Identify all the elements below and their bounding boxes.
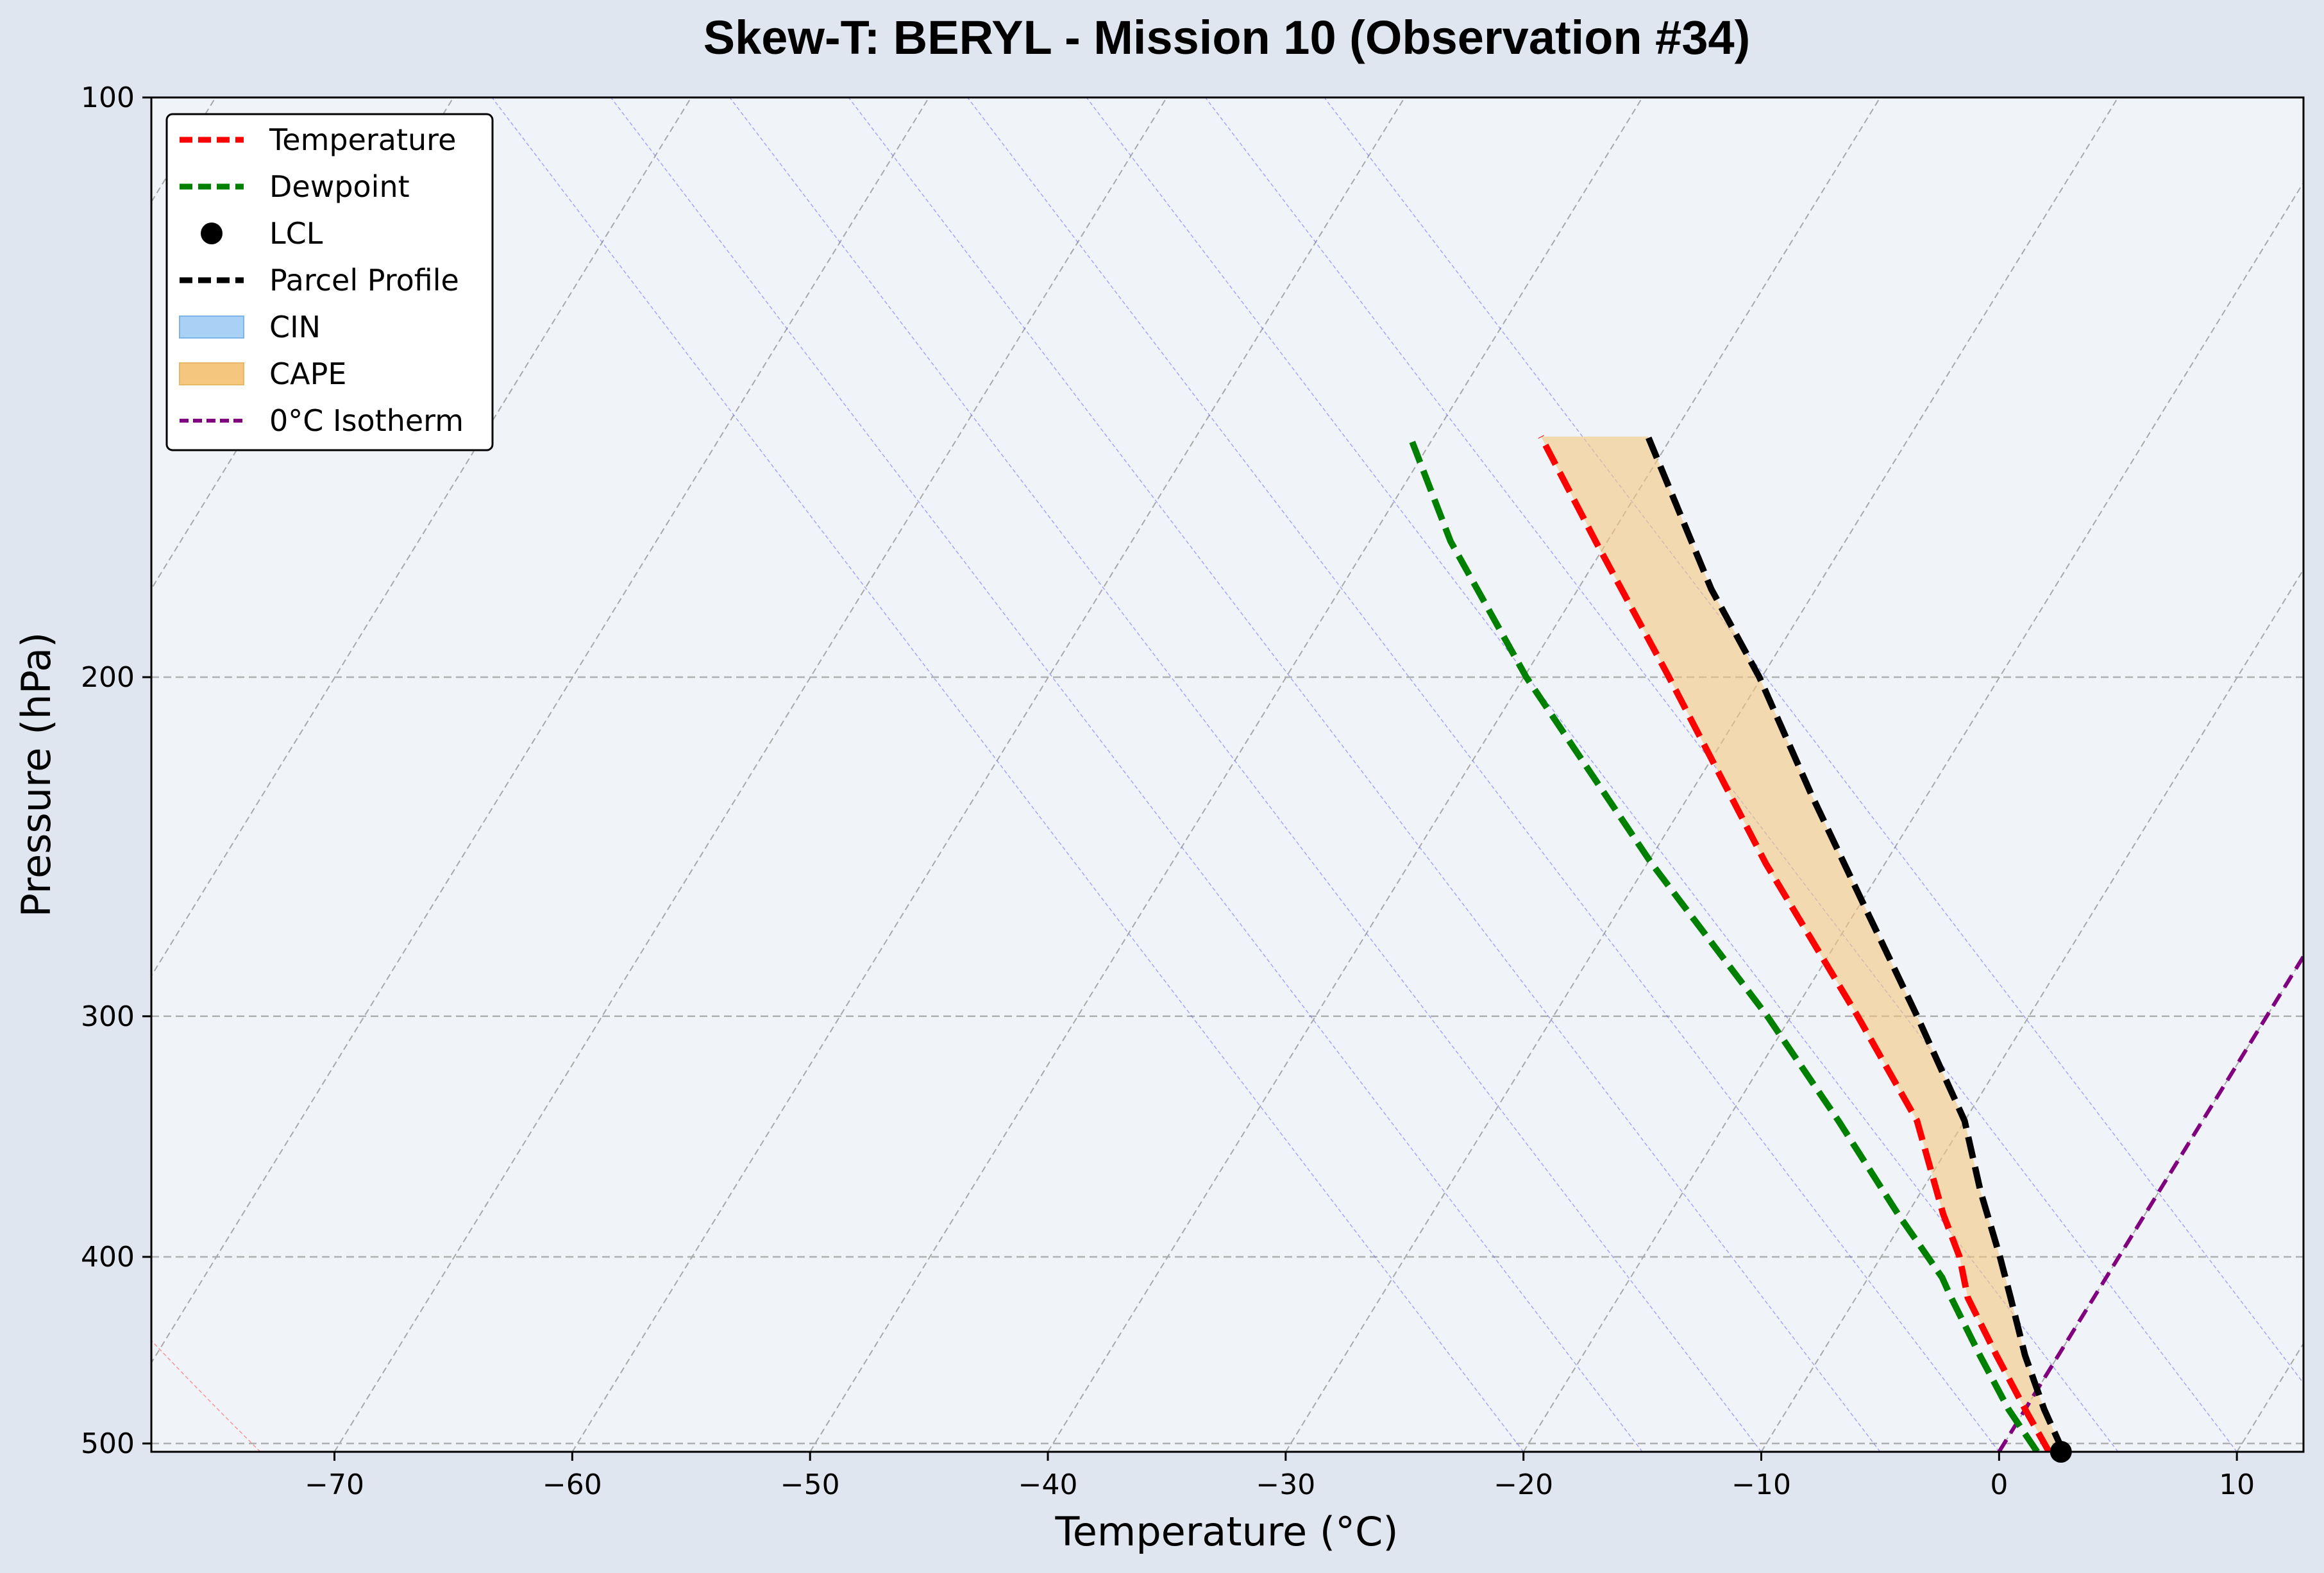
y-tick-label: 500 (81, 1427, 135, 1460)
legend-swatch (201, 223, 223, 244)
zero-isotherm-line (1997, 952, 2303, 1452)
x-tick-label: 10 (2219, 1468, 2255, 1501)
legend-parcel-profile: Parcel Profile (180, 263, 459, 298)
moist-adiabat-line (610, 97, 1643, 1452)
cape-area (1541, 436, 2064, 1452)
x-axis-label: Temperature (°C) (1054, 1508, 1398, 1555)
isotherm-guide-line (333, 97, 1168, 1452)
moist-adiabat-line (967, 97, 2000, 1452)
ticks-layer: −70 −60 −50 −40 −30 −20 −10 0 10 100 200 300 400 500 (81, 81, 2255, 1501)
x-tick-label: −40 (1018, 1468, 1078, 1501)
moist-adiabat-line (729, 97, 1762, 1452)
x-tick-label: −30 (1256, 1468, 1315, 1501)
parcel-profile-line (1645, 435, 2067, 1452)
legend-label: Temperature (269, 122, 456, 157)
isotherm-guide-line (1285, 97, 2119, 1452)
moist-adiabat-line (848, 97, 1881, 1452)
legend-label: 0°C Isotherm (269, 403, 464, 438)
legend-temperature: Temperature (180, 122, 456, 157)
y-tick-label: 200 (81, 661, 135, 694)
isotherm-guide-line (1760, 568, 2303, 1452)
y-tick-label: 300 (81, 1000, 135, 1033)
isotherm-guide-line (151, 97, 692, 977)
legend-lcl: LCL (201, 216, 323, 251)
x-tick-label: −50 (780, 1468, 840, 1501)
moist-adiabat-line (1086, 97, 2119, 1452)
legend-box (165, 113, 494, 451)
x-tick-label: −70 (305, 1468, 364, 1501)
chart-title: Skew-T: BERYL - Mission 10 (Observation … (703, 11, 1751, 64)
moist-adiabat-line (491, 97, 1524, 1452)
legend-label: CIN (269, 310, 321, 344)
legend-swatch (179, 315, 244, 339)
legend-label: LCL (269, 216, 323, 251)
legend-swatch (179, 362, 244, 385)
x-tick-label: 0 (1990, 1468, 2008, 1501)
legend-cape: CAPE (179, 357, 346, 391)
series-layer (1407, 435, 2303, 1452)
legend-cin: CIN (179, 310, 321, 344)
isotherm-guide-line (809, 97, 1643, 1452)
dewpoint-line (1407, 435, 2040, 1452)
legend-label: Dewpoint (269, 169, 410, 204)
y-axis-label: Pressure (hPa) (13, 632, 60, 918)
isotherm-guide-line (1047, 97, 1881, 1452)
x-tick-label: −10 (1731, 1468, 1791, 1501)
isotherm-guide-line (1522, 181, 2303, 1452)
y-tick-label: 400 (81, 1241, 135, 1274)
temperature-line (1538, 435, 2052, 1452)
isotherm-guide-line (151, 97, 930, 1365)
legend-dewpoint: Dewpoint (180, 169, 410, 204)
x-tick-label: −20 (1494, 1468, 1553, 1501)
isotherm-guide-line (571, 97, 1406, 1452)
plot-frame (150, 96, 2305, 1453)
moist-adiabat-line (1324, 97, 2303, 1384)
x-tick-label: −60 (543, 1468, 602, 1501)
y-tick-label: 100 (81, 81, 135, 114)
legend-label: Parcel Profile (269, 263, 459, 298)
legend: Temperature Dewpoint LCL Parcel Profile CIN C… (165, 113, 494, 451)
legend-zero-isotherm: 0°C Isotherm (180, 403, 464, 438)
legend-label: CAPE (269, 357, 346, 391)
